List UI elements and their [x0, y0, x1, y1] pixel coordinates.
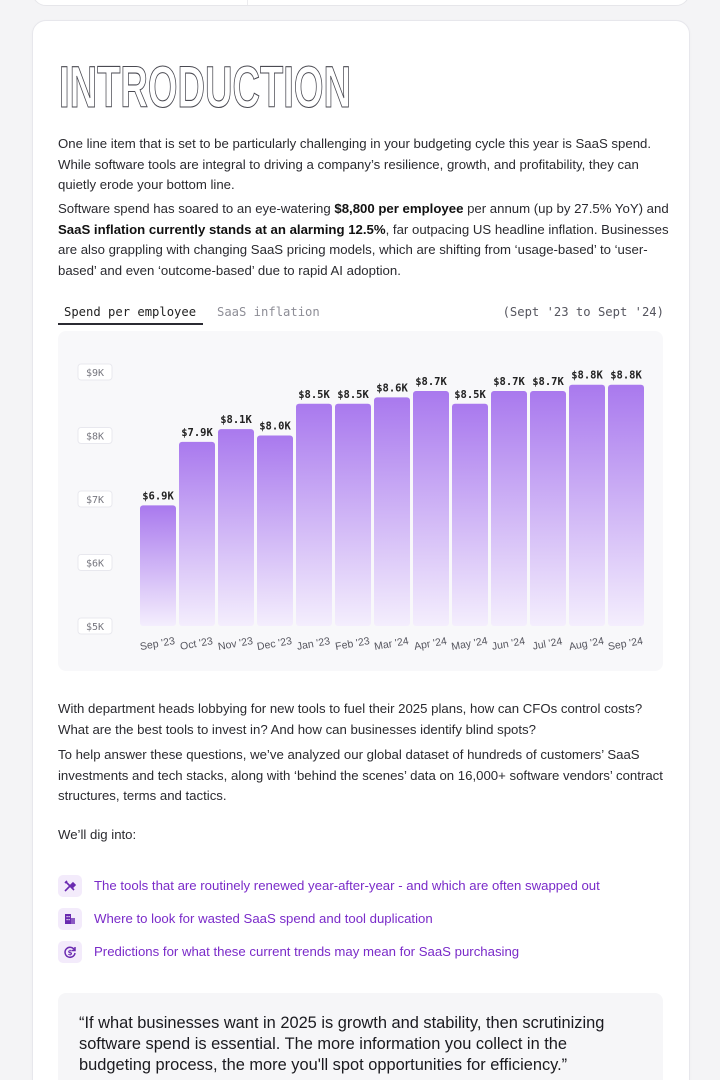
- x-tick-label: Dec '23: [256, 635, 293, 653]
- x-tick-label: Oct '23: [179, 635, 214, 653]
- bar-value-label: $8.5K: [454, 389, 486, 401]
- y-tick-bg: [77, 617, 113, 635]
- bar-value-label: $8.5K: [337, 389, 369, 401]
- y-tick-label: $6K: [86, 559, 104, 570]
- bar-5[interactable]: [335, 403, 371, 626]
- x-tick-label: Jan '23: [296, 635, 331, 653]
- x-tick-label: Nov '23: [217, 635, 254, 653]
- list-item-predictions[interactable]: $ Predictions for what these current tre…: [58, 941, 658, 963]
- p2-highlight-spend: $8,800 per employee: [334, 201, 464, 216]
- page-title: INTRODUCTION: [58, 54, 351, 113]
- y-tick-label: $9K: [86, 368, 104, 379]
- list-item-label: Where to look for wasted SaaS spend and …: [94, 911, 433, 926]
- bar-value-label: $7.9K: [181, 427, 213, 439]
- bar-value-label: $8.1K: [220, 414, 252, 426]
- bar-11[interactable]: [569, 384, 605, 626]
- x-tick-label: Aug '24: [568, 635, 605, 653]
- y-tick-label: $8K: [86, 432, 104, 443]
- introduction-card: INTRODUCTION One line item that is set t…: [32, 20, 690, 1080]
- bar-7[interactable]: [413, 391, 449, 626]
- tab-saas-inflation[interactable]: SaaS inflation: [217, 305, 320, 319]
- list-item-tools[interactable]: The tools that are routinely renewed yea…: [58, 875, 658, 897]
- quote-block: “If what businesses want in 2025 is grow…: [58, 993, 663, 1080]
- card-divider: [247, 0, 248, 5]
- intro-paragraph-2: Software spend has soared to an eye-wate…: [58, 199, 670, 281]
- bar-value-label: $8.7K: [415, 376, 447, 388]
- x-tick-label: Sep '24: [607, 635, 644, 653]
- x-tick-label: Feb '23: [334, 635, 370, 653]
- bar-value-label: $8.7K: [532, 376, 564, 388]
- p2-text-e: , far outpacing US headline inflation. B…: [58, 221, 669, 278]
- spend-chart: $5K $6K $7K $8K $9K $6.9K Sep '23 $7.9K Oct '23 $…: [58, 331, 663, 671]
- refresh-dollar-icon: $: [58, 941, 82, 963]
- bar-6[interactable]: [374, 397, 410, 626]
- x-tick-label: May '24: [450, 635, 488, 653]
- bar-value-label: $8.8K: [610, 370, 642, 382]
- svg-text:$: $: [68, 949, 73, 957]
- previous-card: [32, 0, 690, 6]
- x-tick-label: Mar '24: [373, 635, 409, 653]
- bar-10[interactable]: [530, 391, 566, 626]
- date-range-label: (Sept '23 to Sept '24): [502, 305, 664, 319]
- x-tick-label: Jun '24: [491, 635, 526, 653]
- x-tick-label: Jul '24: [532, 636, 564, 653]
- bar-4[interactable]: [296, 403, 332, 626]
- x-tick-label: Apr '24: [413, 635, 448, 653]
- y-tick-label: $5K: [86, 622, 104, 633]
- building-icon: [58, 908, 82, 930]
- bar-value-label: $8.8K: [571, 370, 603, 382]
- bar-2[interactable]: [218, 429, 254, 626]
- bar-3[interactable]: [257, 435, 293, 627]
- list-item-label: Predictions for what these current trend…: [94, 944, 520, 959]
- tools-icon: [58, 875, 82, 897]
- intro-paragraph-1: One line item that is set to be particul…: [58, 136, 652, 192]
- p2-highlight-inflation: SaaS inflation currently stands at an al…: [58, 221, 386, 237]
- bar-value-label: $8.0K: [259, 421, 291, 433]
- bar-9[interactable]: [491, 391, 527, 626]
- y-tick-label: $7K: [86, 495, 104, 506]
- y-tick-bg: [77, 427, 113, 444]
- x-tick-label: Sep '23: [139, 635, 176, 653]
- dig-into-label: We’ll dig into:: [58, 827, 137, 842]
- p2-text-c: per annum (up by 27.5% YoY) and: [463, 201, 669, 216]
- bar-chart-svg: $5K $6K $7K $8K $9K $6.9K Sep '23 $7.9K Oct '23 $…: [77, 363, 644, 653]
- chart-tabs: Spend per employee SaaS inflation (Sept …: [58, 301, 664, 327]
- y-tick-bg: [77, 554, 113, 571]
- bar-value-label: $8.7K: [493, 376, 525, 388]
- p2-text-a: Software spend has soared to an eye-wate…: [58, 201, 335, 216]
- bar-value-label: $8.5K: [298, 389, 330, 401]
- bar-value-label: $6.9K: [142, 490, 174, 502]
- bar-value-label: $8.6K: [376, 382, 408, 394]
- list-item-wasted-spend[interactable]: Where to look for wasted SaaS spend and …: [58, 908, 658, 930]
- quote-text: “If what businesses want in 2025 is grow…: [79, 1014, 605, 1074]
- bar-1[interactable]: [179, 441, 215, 626]
- title-text: INTRODUCTION: [59, 55, 351, 113]
- body-paragraph-1: With department heads lobbying for new t…: [58, 701, 643, 737]
- bar-0[interactable]: [140, 505, 176, 626]
- bar-12[interactable]: [608, 384, 644, 626]
- bar-8[interactable]: [452, 403, 488, 626]
- y-tick-bg: [77, 363, 113, 381]
- tab-spend-per-employee[interactable]: Spend per employee: [58, 301, 204, 325]
- list-item-label: The tools that are routinely renewed yea…: [94, 878, 600, 893]
- y-tick-bg: [77, 490, 113, 508]
- body-paragraph-2: To help answer these questions, we’ve an…: [58, 747, 663, 803]
